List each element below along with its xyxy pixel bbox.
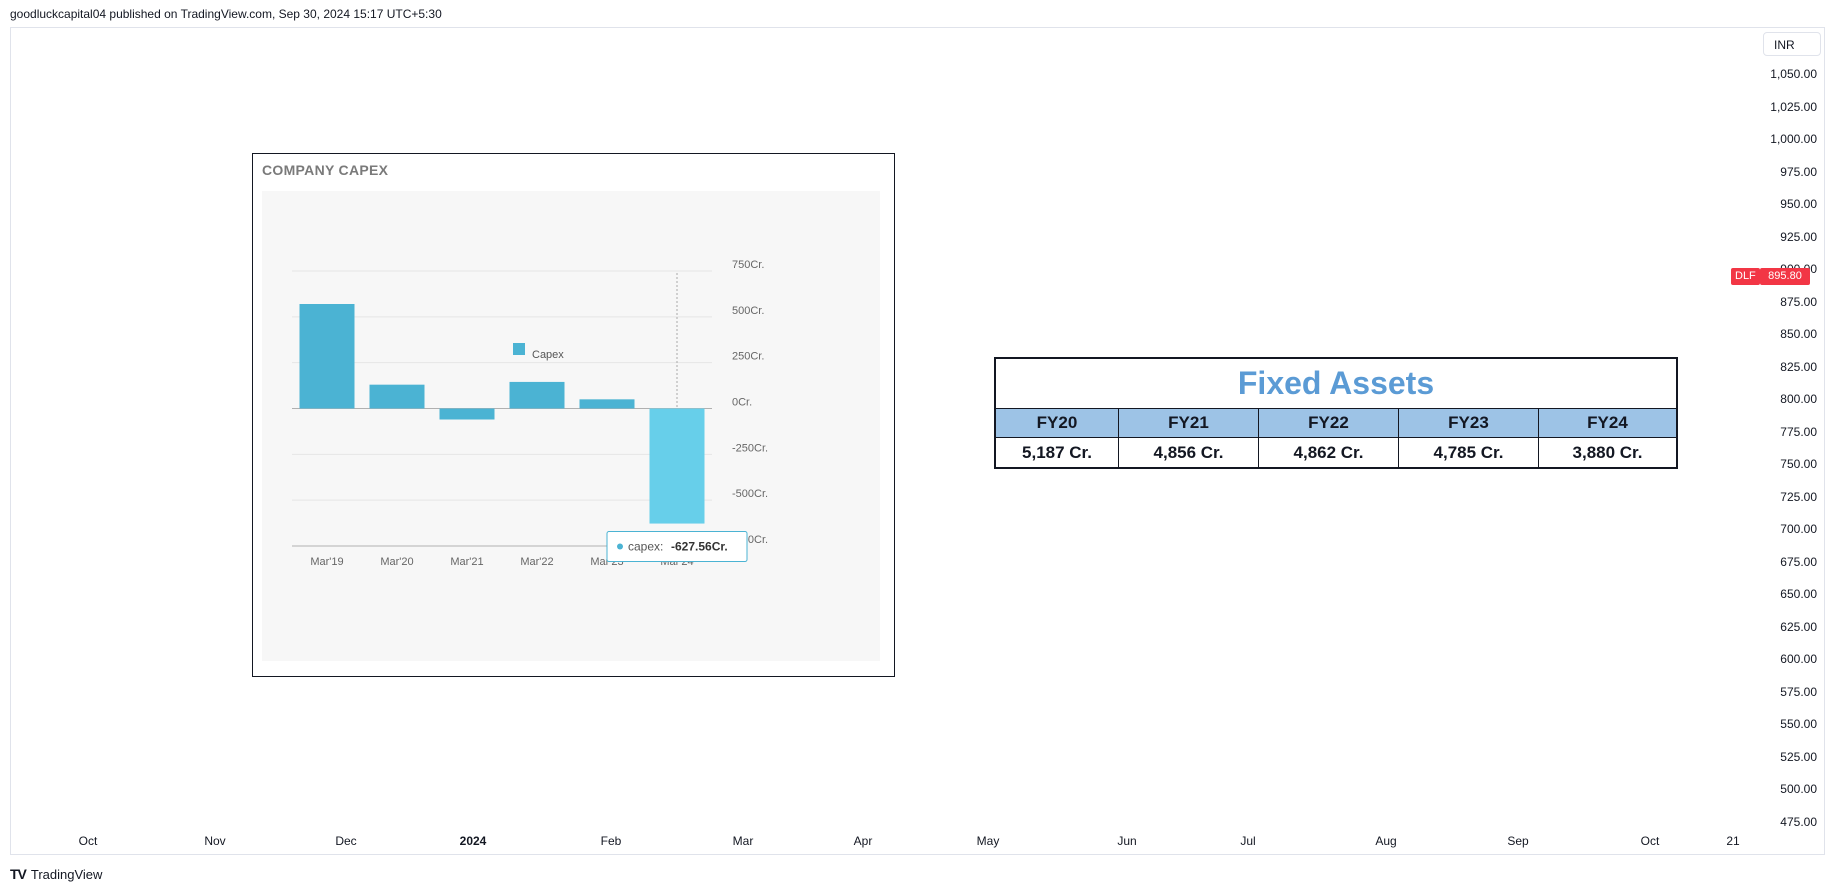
symbol-label: DLF xyxy=(1731,268,1760,285)
price-tick-label: 575.00 xyxy=(1780,684,1817,699)
y-tick-label: -500Cr. xyxy=(732,488,768,500)
y-tick-label: 750Cr. xyxy=(732,259,764,271)
tooltip-value: -627.56Cr. xyxy=(671,540,728,554)
legend-swatch xyxy=(513,343,525,355)
y-tick-label: 250Cr. xyxy=(732,351,764,363)
price-tick-label: 725.00 xyxy=(1780,489,1817,504)
price-tick-label: 475.00 xyxy=(1780,814,1817,829)
last-price-label: 895.80 xyxy=(1760,268,1810,285)
x-tick-label: Mar'21 xyxy=(450,556,483,568)
y-tick-label: 0Cr. xyxy=(732,397,752,409)
price-tick-label: 800.00 xyxy=(1780,392,1817,406)
time-axis-label: Mar xyxy=(732,834,754,848)
currency-selector[interactable]: INR xyxy=(1763,32,1821,56)
fixed-assets-table: Fixed Assets FY20 FY21 FY22 FY23 FY24 5,… xyxy=(994,357,1678,469)
price-tick-label: 1,025.00 xyxy=(1770,99,1817,114)
fixed-assets-value-row: 5,187 Cr. 4,856 Cr. 4,862 Cr. 4,785 Cr. … xyxy=(996,437,1676,467)
price-tick-label: 500.00 xyxy=(1780,782,1817,796)
time-axis-label: May xyxy=(976,834,1000,848)
x-tick-label: Mar'19 xyxy=(310,556,343,568)
price-tick-label: 850.00 xyxy=(1780,327,1817,341)
time-axis-label: Apr xyxy=(853,834,873,848)
header-cell: FY22 xyxy=(1259,409,1399,437)
price-tick-label: 925.00 xyxy=(1780,229,1817,244)
time-axis-label: Jul xyxy=(1240,834,1256,848)
bar xyxy=(299,304,355,409)
legend-label: Capex xyxy=(532,349,564,361)
time-axis-label: Dec xyxy=(335,834,357,848)
value-cell: 3,880 Cr. xyxy=(1539,437,1676,467)
price-tick-label: 525.00 xyxy=(1780,749,1817,764)
header-cell: FY20 xyxy=(996,409,1119,437)
capex-title: COMPANY CAPEX xyxy=(262,162,389,178)
time-axis-label: Sep xyxy=(1507,834,1529,848)
bar xyxy=(369,384,425,409)
bar xyxy=(439,408,495,420)
header-cell: FY24 xyxy=(1539,409,1676,437)
fixed-assets-header-row: FY20 FY21 FY22 FY23 FY24 xyxy=(996,409,1676,437)
header-cell: FY23 xyxy=(1399,409,1539,437)
value-cell: 5,187 Cr. xyxy=(996,437,1119,467)
y-tick-label: -250Cr. xyxy=(732,442,768,454)
price-tick-label: 700.00 xyxy=(1780,522,1817,536)
value-cell: 4,856 Cr. xyxy=(1119,437,1259,467)
published-info: goodluckcapital04 published on TradingVi… xyxy=(10,7,442,21)
price-tick-label: 950.00 xyxy=(1780,197,1817,211)
price-tick-label: 750.00 xyxy=(1780,457,1817,471)
price-tick-label: 550.00 xyxy=(1780,717,1817,731)
price-tick-label: 875.00 xyxy=(1780,294,1817,309)
time-axis-label: Jun xyxy=(1117,834,1137,848)
time-axis-label: Oct xyxy=(1640,834,1660,848)
price-tick-label: 675.00 xyxy=(1780,554,1817,569)
x-tick-label: Mar'22 xyxy=(520,556,553,568)
time-axis-label: Feb xyxy=(600,834,622,848)
capex-chart: Capex 750Cr. 500Cr. 250Cr. 0Cr. -250Cr. -500Cr… xyxy=(292,259,768,568)
time-axis-label: Aug xyxy=(1375,834,1397,848)
bar xyxy=(509,381,565,409)
price-scale[interactable]: 1,050.00 1,025.00 1,000.00 975.00 950.00 925.… xyxy=(1750,27,1835,855)
y-tick-label: 500Cr. xyxy=(732,305,764,317)
bar xyxy=(649,408,705,524)
tradingview-logo-icon: TV xyxy=(10,866,27,882)
brand[interactable]: TV TradingView xyxy=(10,866,102,882)
x-tick-label: Mar'20 xyxy=(380,556,413,568)
bar xyxy=(579,399,635,409)
time-axis-label: Oct xyxy=(78,834,98,848)
price-tick-label: 600.00 xyxy=(1780,652,1817,666)
tooltip-dot xyxy=(617,543,623,550)
price-tick-label: 825.00 xyxy=(1780,359,1817,374)
time-axis-label: 21 xyxy=(1726,834,1740,848)
price-tick-label: 650.00 xyxy=(1780,587,1817,601)
price-tick-label: 1,050.00 xyxy=(1770,67,1817,81)
chart-area[interactable] xyxy=(10,27,1825,855)
time-axis-label: 2024 xyxy=(459,834,487,848)
time-axis-label: Nov xyxy=(204,834,226,848)
header-cell: FY21 xyxy=(1119,409,1259,437)
tooltip-box xyxy=(606,531,748,563)
capex-chart-area: Capex 750Cr. 500Cr. 250Cr. 0Cr. -250Cr. -500Cr… xyxy=(262,191,880,661)
fixed-assets-title: Fixed Assets xyxy=(996,359,1676,409)
price-tick-label: 975.00 xyxy=(1780,164,1817,179)
tooltip-label: capex: xyxy=(628,540,663,554)
value-cell: 4,785 Cr. xyxy=(1399,437,1539,467)
brand-name: TradingView xyxy=(30,866,103,882)
value-cell: 4,862 Cr. xyxy=(1259,437,1399,467)
price-tick-label: 625.00 xyxy=(1780,619,1817,634)
capex-panel: COMPANY CAPEX Capex 750Cr. 500Cr. 250Cr. 0Cr… xyxy=(252,153,895,677)
price-tick-label: 1,000.00 xyxy=(1770,132,1817,146)
price-tick-label: 775.00 xyxy=(1780,424,1817,439)
